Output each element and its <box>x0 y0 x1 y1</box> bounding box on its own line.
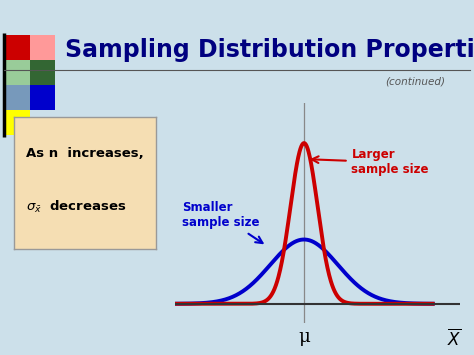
Bar <box>30 85 55 110</box>
Text: $\sigma_{\bar{x}}$  decreases: $\sigma_{\bar{x}}$ decreases <box>26 198 126 214</box>
Bar <box>30 60 55 85</box>
Text: μ: μ <box>298 328 310 346</box>
Text: (continued): (continued) <box>385 76 445 86</box>
Bar <box>5 110 30 135</box>
Bar <box>30 35 55 60</box>
Bar <box>5 35 30 60</box>
Bar <box>5 85 30 110</box>
Text: Smaller
sample size: Smaller sample size <box>182 201 263 243</box>
Text: As n  increases,: As n increases, <box>26 147 143 160</box>
Text: Sampling Distribution Properties: Sampling Distribution Properties <box>65 38 474 62</box>
Text: $\overline{X}$: $\overline{X}$ <box>447 328 462 349</box>
Text: Larger
sample size: Larger sample size <box>312 148 429 176</box>
Bar <box>5 60 30 85</box>
